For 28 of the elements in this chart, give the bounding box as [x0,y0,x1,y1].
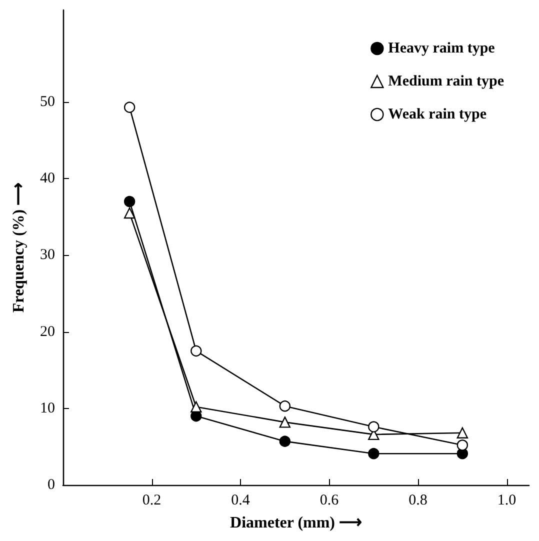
x-tick-label: 0.2 [142,492,162,508]
point [124,207,136,219]
legend-label: Heavy raim type [388,40,496,56]
point [368,448,380,460]
point [279,416,291,428]
y-tick-label: 0 [48,477,55,493]
y-tick-label: 20 [40,324,55,340]
point [279,436,291,447]
y-tick-label: 40 [40,170,55,187]
point [368,421,380,432]
y-tick-label: 30 [40,247,55,264]
x-tick-label: 1.0 [497,492,516,508]
y-tick-label: 10 [40,400,55,416]
point [279,400,291,412]
x-tick-label: 0.4 [231,492,250,508]
y-tick-label: 50 [40,94,55,110]
x-axis-title: Diameter (mm) ⟶ [230,514,362,532]
point [190,345,202,357]
point [456,427,468,439]
x-tick-label: 0.8 [408,492,428,508]
x-tick-label: 0.6 [320,492,340,508]
point [456,440,468,451]
point [124,196,136,208]
point [124,102,136,113]
legend-label: Weak rain type [388,106,487,122]
point [190,401,202,412]
y-axis-title: Frequency (%) ⟶ [10,182,28,313]
legend-label: Medium rain type [388,74,504,90]
